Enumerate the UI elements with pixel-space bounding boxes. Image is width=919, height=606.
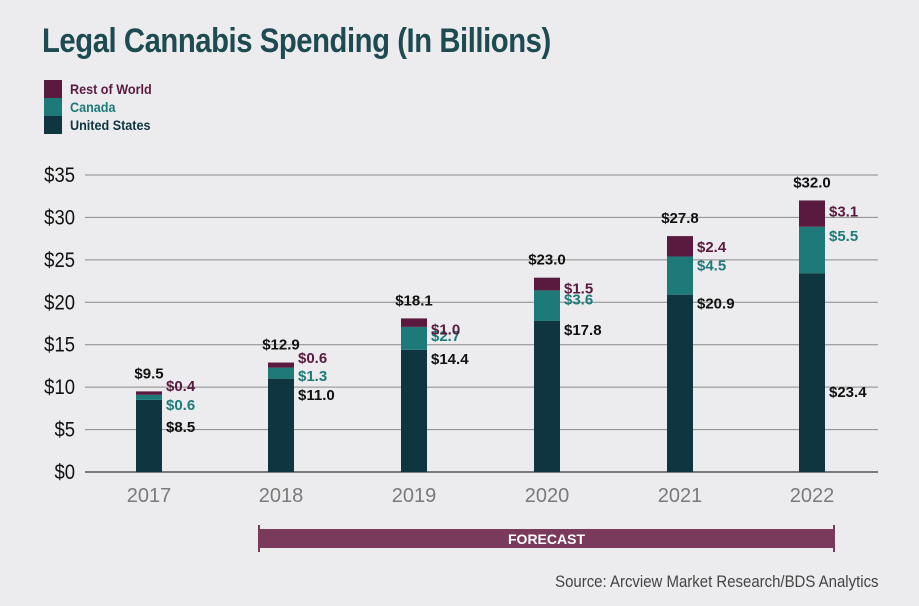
source-note: Source: Arcview Market Research/BDS Anal… <box>555 572 879 591</box>
bar-segment-rest-of-world <box>401 318 427 327</box>
segment-label-rest-of-world: $3.1 <box>829 203 858 220</box>
bar-segment-rest-of-world <box>268 362 294 368</box>
legend-swatch <box>44 98 62 116</box>
segment-label-canada: $2.7 <box>431 328 460 345</box>
legend: Rest of World Canada United States <box>44 80 161 134</box>
segment-label-rest-of-world: $2.4 <box>697 239 727 256</box>
total-label: $9.5 <box>134 365 163 382</box>
forecast-label: FORECAST <box>508 531 585 547</box>
segment-label-united-states: $11.0 <box>298 387 335 404</box>
bar-segment-canada <box>799 226 825 274</box>
x-tick-label: 2019 <box>392 485 437 507</box>
bar-segment-canada <box>667 256 693 295</box>
total-label: $23.0 <box>528 252 566 269</box>
y-tick-label: $20 <box>44 291 75 314</box>
bar-segment-rest-of-world <box>799 200 825 227</box>
segment-label-canada: $5.5 <box>829 228 858 245</box>
segment-label-united-states: $8.5 <box>166 419 195 436</box>
x-tick-label: 2022 <box>790 485 835 507</box>
legend-swatch <box>44 80 62 98</box>
bar-segment-canada <box>136 394 162 400</box>
legend-label: Rest of World <box>70 81 152 97</box>
y-tick-label: $5 <box>54 419 75 442</box>
y-tick-label: $35 <box>44 164 75 187</box>
segment-label-united-states: $23.4 <box>829 384 867 401</box>
y-tick-label: $25 <box>44 249 75 272</box>
y-tick-label: $30 <box>44 206 75 229</box>
x-tick-label: 2017 <box>127 485 172 507</box>
forecast-band <box>259 529 834 548</box>
y-tick-label: $10 <box>44 376 75 399</box>
bar-segment-rest-of-world <box>667 236 693 257</box>
y-tick-label: $15 <box>44 334 75 357</box>
bar-segment-canada <box>534 290 560 321</box>
legend-item-rest-of-world: Rest of World <box>44 80 161 98</box>
total-label: $27.8 <box>661 210 699 227</box>
segment-label-rest-of-world: $1.5 <box>564 281 593 298</box>
segment-label-canada: $4.5 <box>697 257 726 274</box>
segment-label-united-states: $17.8 <box>564 322 602 339</box>
bar-segment-united-states <box>534 320 560 472</box>
bar-segment-rest-of-world <box>136 391 162 395</box>
segment-label-canada: $3.6 <box>564 291 593 308</box>
segment-label-canada: $1.3 <box>298 368 327 385</box>
legend-swatch <box>44 116 62 134</box>
x-tick-label: 2020 <box>525 485 570 507</box>
x-tick-label: 2021 <box>658 485 703 507</box>
total-label: $12.9 <box>262 337 300 354</box>
chart-title: Legal Cannabis Spending (In Billions) <box>42 22 551 60</box>
bar-segment-rest-of-world <box>534 277 560 291</box>
y-tick-label: $0 <box>54 461 75 484</box>
bar-segment-united-states <box>667 294 693 472</box>
segment-label-rest-of-world: $1.0 <box>431 321 460 338</box>
legend-item-united-states: United States <box>44 116 161 134</box>
bar-segment-united-states <box>799 273 825 472</box>
bar-segment-united-states <box>268 378 294 472</box>
bar-segment-united-states <box>401 349 427 472</box>
segment-label-canada: $0.6 <box>166 397 195 414</box>
legend-item-canada: Canada <box>44 98 161 116</box>
segment-label-rest-of-world: $0.6 <box>298 350 327 367</box>
bar-segment-canada <box>268 367 294 379</box>
bar-segment-canada <box>401 326 427 350</box>
x-tick-label: 2018 <box>259 485 304 507</box>
segment-label-united-states: $14.4 <box>431 351 469 368</box>
segment-label-rest-of-world: $0.4 <box>166 378 196 395</box>
total-label: $32.0 <box>793 174 831 191</box>
bar-segment-united-states <box>136 399 162 472</box>
legend-label: United States <box>70 117 151 133</box>
segment-label-united-states: $20.9 <box>697 296 735 313</box>
legend-label: Canada <box>70 99 116 115</box>
total-label: $18.1 <box>395 292 433 309</box>
